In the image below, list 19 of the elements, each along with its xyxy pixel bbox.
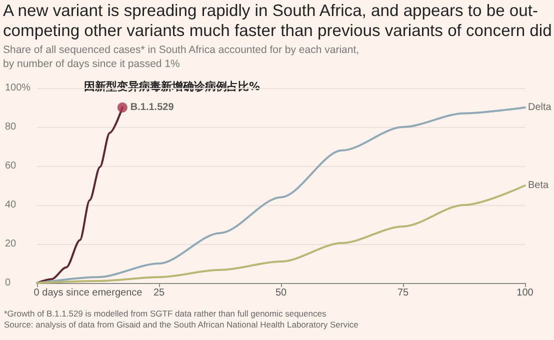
x-tick-label: 50: [275, 288, 287, 298]
y-tick-label: 40: [5, 200, 17, 210]
text: *Growth of B.1.1.529 is modelled from SGTF data rather than full genomic sequences: [4, 308, 326, 318]
source-note: Source: analysis of data from Gisaid and the South African National Health Laboratory Service: [4, 320, 359, 330]
chart-subtitle: Share of all sequenced cases* in South Africa accounted for by each variant, by number of days since it passed 1%: [3, 43, 360, 71]
y-tick-label: 0: [5, 278, 11, 288]
chart-title: A new variant is spreading rapidly in South Africa, and appears to be out-competing other variants much faster than previous variants of concern did: [3, 1, 553, 41]
x-tick-label: 0 days since emergence: [34, 288, 143, 298]
series-label: B.1.1.529: [130, 102, 174, 113]
y-tick-label: 100%: [5, 82, 31, 94]
x-tick-label: 75: [397, 288, 409, 298]
y-tick-label: 60: [5, 160, 17, 172]
y-tick-label: 20: [5, 238, 17, 250]
series-label: Beta: [528, 180, 550, 191]
series-label: Delta: [528, 102, 552, 113]
x-tick-label: 25: [153, 288, 165, 298]
x-tick-label: 100: [516, 288, 534, 298]
y-tick-label: 80: [5, 122, 17, 132]
line-series: [36, 184, 526, 284]
